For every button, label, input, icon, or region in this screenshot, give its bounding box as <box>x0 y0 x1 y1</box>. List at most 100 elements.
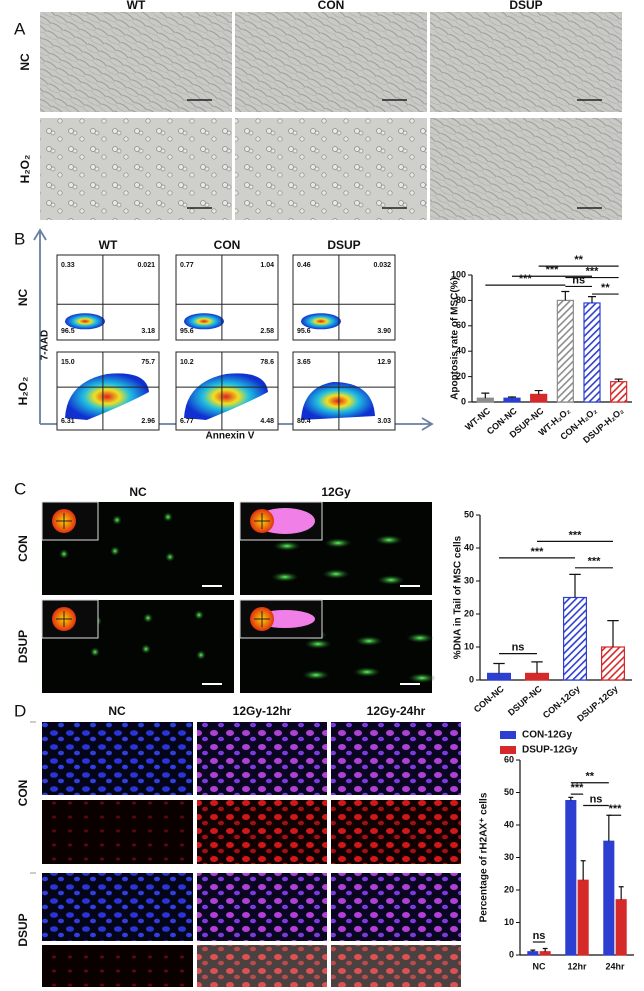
population <box>184 313 224 330</box>
bar <box>530 393 548 403</box>
quadrant-value: 0.33 <box>61 262 75 269</box>
significance-label: *** <box>569 529 583 541</box>
bar <box>539 951 551 956</box>
y-tick-label: 10 <box>504 917 514 927</box>
x-tick-label: DSUP-NC <box>506 683 544 717</box>
significance-label: *** <box>609 803 623 815</box>
crosshair <box>56 513 72 529</box>
error-bar <box>614 378 623 382</box>
bar <box>556 299 574 403</box>
micrograph <box>430 12 622 112</box>
column-header: 12Gy <box>321 485 351 499</box>
significance-label: ns <box>512 642 525 654</box>
error-bar <box>568 796 574 801</box>
legend-swatch <box>500 746 516 754</box>
bar <box>603 840 615 956</box>
x-tick-label: NC <box>533 961 546 971</box>
x-tick-label: CON-NC <box>472 683 506 714</box>
quadrant-value: 0.77 <box>180 262 194 269</box>
comet <box>408 673 436 683</box>
legend-label: CON-12Gy <box>522 730 572 741</box>
quadrant-value: 3.65 <box>297 359 311 366</box>
comet <box>163 512 173 522</box>
quadrant-value: 78.6 <box>260 359 274 366</box>
quadrant-value: 0.46 <box>297 262 311 269</box>
population <box>301 313 341 330</box>
y-tick-label: 60 <box>504 754 514 764</box>
comet <box>196 650 206 660</box>
population <box>301 382 375 420</box>
comet <box>194 610 204 620</box>
bar <box>583 302 601 403</box>
bar <box>524 672 549 681</box>
panel-label: C <box>14 479 26 498</box>
column-header: WT <box>99 238 118 252</box>
comet <box>355 636 383 646</box>
bar <box>503 397 521 403</box>
column-header: NC <box>129 485 147 499</box>
quadrant-value: 80.4 <box>297 418 311 425</box>
error-bar <box>580 860 586 881</box>
comet <box>377 575 405 585</box>
bar <box>565 800 577 956</box>
micrograph <box>40 12 232 112</box>
y-axis-title: %DNA in Tail of MSC cells <box>453 535 464 659</box>
comet <box>112 515 122 525</box>
quadrant-value: 0.021 <box>137 262 155 269</box>
comet <box>406 633 434 643</box>
row-header: H₂O₂ <box>18 155 32 184</box>
comet <box>165 552 175 562</box>
row-header: DSUP <box>16 913 30 946</box>
inset <box>41 501 99 541</box>
error-bar <box>534 389 543 395</box>
quadrant-value: 3.18 <box>141 328 155 335</box>
h2ax-image <box>197 945 327 987</box>
micrograph <box>235 118 427 220</box>
comet <box>90 647 100 657</box>
significance-label: ns <box>572 274 585 286</box>
quadrant-value: 96.5 <box>61 328 75 335</box>
error-bar <box>588 295 596 303</box>
population <box>65 313 105 330</box>
column-header: DSUP <box>327 238 360 252</box>
comet <box>141 644 151 654</box>
quadrant-value: 15.0 <box>61 359 75 366</box>
row-header: H₂O₂ <box>16 377 30 406</box>
bar <box>487 672 512 681</box>
error-bar <box>618 886 624 900</box>
row-header: CON <box>16 780 30 807</box>
error-bar <box>508 396 516 399</box>
h2ax-image <box>42 800 193 864</box>
column-header: 12Gy-24hr <box>367 704 426 718</box>
y-tick-label: 80 <box>456 295 466 305</box>
significance-label: ns <box>533 930 546 942</box>
significance-label: *** <box>546 264 560 276</box>
y-tick-label: 40 <box>464 542 474 552</box>
row-header: CON <box>16 535 30 562</box>
bar <box>600 646 625 681</box>
population <box>184 373 268 420</box>
y-axis-title: Percentage of rH2AX⁺ cells <box>479 792 490 922</box>
crosshair <box>56 611 72 627</box>
error-bar <box>542 947 548 952</box>
error-bar <box>561 290 570 301</box>
column-header: CON <box>214 238 241 252</box>
comet <box>59 549 69 559</box>
significance-label: ** <box>574 254 583 266</box>
dapi-image <box>197 722 327 795</box>
comet <box>322 569 350 579</box>
comet <box>304 639 332 649</box>
micrograph <box>40 118 232 220</box>
bar <box>615 899 627 956</box>
axis-arrow <box>33 228 434 431</box>
dapi-image <box>42 722 193 795</box>
quadrant-value: 95.6 <box>297 328 311 335</box>
comet <box>353 667 381 677</box>
bar <box>577 879 589 956</box>
x-tick-label: DSUP-12Gy <box>575 684 620 724</box>
h2ax-image <box>42 945 193 987</box>
quadrant-value: 3.90 <box>377 328 391 335</box>
quadrant-value: 10.2 <box>180 359 194 366</box>
comet <box>273 541 301 551</box>
